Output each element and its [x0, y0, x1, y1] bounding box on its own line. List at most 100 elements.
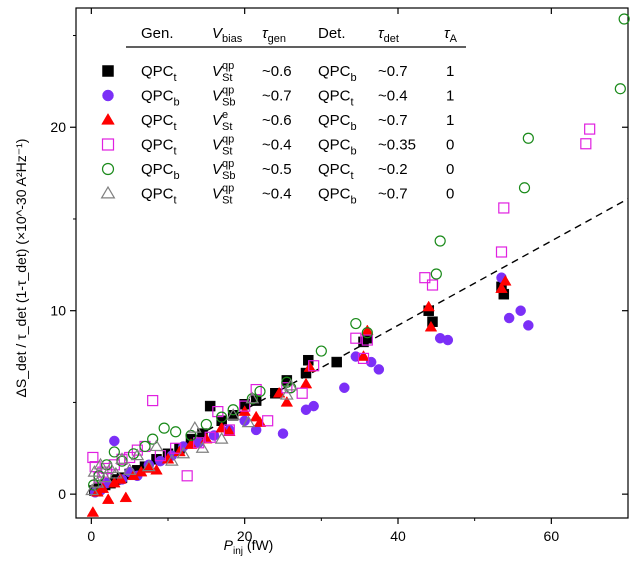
legend-tau-det: ~0.7 — [378, 63, 408, 80]
subscript: t — [174, 195, 177, 207]
data-point — [296, 387, 308, 399]
legend-gen: QPCb​ — [141, 88, 180, 109]
data-point — [88, 479, 100, 491]
data-point — [522, 132, 534, 144]
series-6 — [85, 378, 298, 496]
data-point — [424, 320, 438, 332]
x-tick-label: 0 — [87, 528, 95, 544]
legend-marker — [101, 162, 115, 176]
data-point — [147, 433, 159, 445]
data-point — [357, 350, 370, 361]
data-point — [147, 394, 159, 407]
legend-det: QPCb​ — [318, 186, 357, 207]
data-point — [204, 431, 216, 443]
data-point — [361, 327, 373, 339]
data-point — [277, 428, 289, 439]
subscript: t — [351, 97, 354, 109]
data-point — [181, 470, 193, 482]
legend-vbias: Vqp Sb — [212, 158, 236, 182]
y-tick-label: 10 — [50, 303, 66, 319]
data-point — [239, 400, 251, 412]
legend-header-tau-gen: τgen — [262, 25, 286, 45]
data-point — [108, 446, 120, 458]
legend-gen: QPCt​ — [141, 112, 177, 133]
legend-det: QPCt​ — [318, 161, 354, 182]
data-point — [442, 334, 454, 346]
legend-marker — [100, 185, 116, 199]
subscript: b — [351, 195, 357, 207]
data-point — [109, 435, 120, 447]
data-point — [216, 411, 228, 423]
subscript: b — [174, 97, 180, 109]
legend-det: QPCb​ — [318, 112, 357, 133]
legend-header-det: Det. — [318, 25, 346, 42]
legend-tau-det: ~0.7 — [378, 186, 408, 203]
data-point — [618, 13, 630, 25]
series-5 — [88, 13, 630, 491]
data-point — [195, 441, 210, 453]
data-point — [515, 305, 526, 316]
data-point — [170, 442, 182, 454]
data-point — [498, 202, 510, 214]
data-points-layer — [85, 13, 630, 517]
data-point — [308, 400, 319, 412]
data-point — [422, 300, 435, 312]
data-point — [130, 448, 145, 461]
data-point — [226, 408, 241, 420]
legend-tau-gen: ~0.4 — [262, 137, 292, 154]
data-point — [503, 312, 515, 324]
legend-gen: QPCt​ — [141, 186, 177, 207]
data-point — [254, 385, 266, 398]
subscript: t — [174, 121, 177, 133]
data-point — [357, 352, 370, 364]
subscript: b — [351, 121, 357, 133]
legend-det: QPCb​ — [318, 137, 357, 158]
data-point — [279, 388, 294, 400]
series-2 — [89, 272, 534, 498]
data-point — [109, 466, 123, 479]
legend-tau-gen: ~0.5 — [262, 161, 292, 178]
data-point — [430, 268, 442, 280]
data-point — [523, 320, 534, 331]
data-point — [350, 332, 362, 344]
subscript: b — [351, 146, 357, 158]
data-point — [139, 440, 151, 453]
data-point — [200, 418, 212, 431]
x-tick-label: 20 — [237, 528, 253, 544]
legend-vbias: Vqp St — [212, 183, 234, 207]
data-point — [262, 415, 274, 427]
x-axis-label: Pinj (fW) — [224, 537, 274, 557]
data-point — [434, 235, 446, 247]
legend-marker — [102, 89, 114, 102]
subscript: b — [174, 170, 180, 182]
data-point — [241, 415, 256, 428]
legend-gen: QPCb​ — [141, 161, 180, 182]
data-point — [149, 439, 164, 452]
data-point — [86, 506, 100, 517]
subscript: b — [351, 72, 357, 84]
legend-det: QPCt​ — [318, 88, 354, 109]
data-point — [119, 491, 133, 503]
data-point — [93, 457, 108, 470]
legend-tau-det: ~0.2 — [378, 161, 408, 178]
legend-header-gen: Gen. — [141, 25, 174, 42]
data-point — [214, 432, 229, 444]
legend-vbias: Vqp St — [212, 60, 234, 84]
legend-tau-det: ~0.4 — [378, 88, 408, 105]
data-point — [212, 405, 224, 418]
legend-vbias: Vqp Sb — [212, 85, 236, 109]
data-point — [227, 404, 239, 416]
data-point — [373, 364, 385, 375]
data-point — [223, 424, 235, 436]
legend-marker — [101, 138, 115, 151]
legend-marker — [102, 65, 114, 77]
data-point — [580, 138, 592, 150]
legend-tau-det: ~0.35 — [378, 137, 416, 154]
data-point — [164, 454, 179, 466]
data-point — [339, 382, 350, 393]
